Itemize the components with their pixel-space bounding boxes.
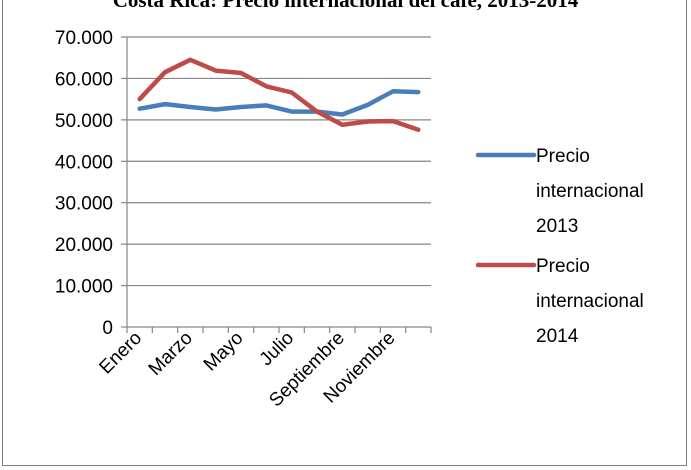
series-line-1: [137, 89, 421, 117]
y-tick-label: 10.000: [55, 277, 113, 298]
x-tick-label: Mayo: [200, 328, 248, 376]
series-lines: [137, 57, 421, 133]
y-tick-label: 70.000: [55, 28, 113, 49]
legend-label: internacional: [536, 181, 644, 202]
y-tick-label: 60.000: [55, 69, 113, 90]
legend-label: Precio: [536, 146, 590, 167]
legend-label: 2014: [536, 326, 579, 347]
gridlines: [127, 36, 431, 287]
y-tick-label: 20.000: [55, 235, 113, 256]
axes: [121, 36, 432, 333]
x-tick-label: Marzo: [145, 328, 197, 380]
series-line-2: [137, 57, 421, 133]
y-tick-label: 30.000: [55, 194, 113, 215]
y-tick-labels: 0 10.000 20.000 30.000 40.000 50.000 60.000 70.…: [55, 28, 113, 339]
x-tick-label: Julio: [256, 328, 298, 370]
legend-label: Precio: [536, 256, 590, 277]
legend-label: 2013: [536, 216, 578, 237]
y-tick-label: 0: [102, 318, 113, 339]
y-tick-label: 40.000: [55, 152, 113, 173]
chart-title: Costa Rica: Precio internacional del caf…: [112, 0, 579, 12]
legend-label: internacional: [536, 291, 644, 312]
y-tick-label: 50.000: [55, 111, 113, 132]
legend: Precio internacional 2013 Precio internacion…: [475, 146, 644, 347]
